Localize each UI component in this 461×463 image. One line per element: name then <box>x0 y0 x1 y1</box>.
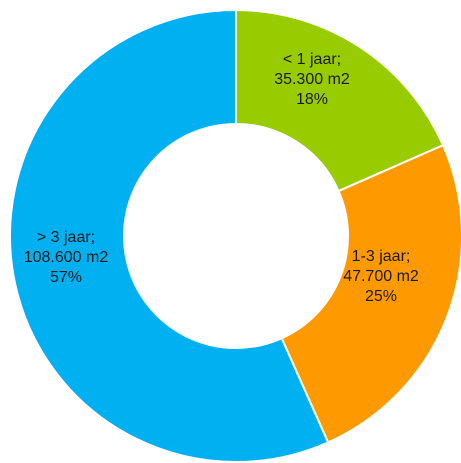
slice-label-line: 18% <box>296 91 328 108</box>
slice-label-line: 108.600 m2 <box>24 249 109 266</box>
donut-slice-2 <box>9 8 330 463</box>
slice-label-2: > 3 jaar; 108.600 m2 57% <box>24 229 109 286</box>
slice-label-1: 1-3 jaar; 47.700 m2 25% <box>343 248 419 305</box>
slice-label-0: < 1 jaar; 35.300 m2 18% <box>274 51 350 108</box>
slice-label-line: 25% <box>365 288 397 305</box>
slice-label-line: 1-3 jaar; <box>352 248 411 265</box>
slice-label-line: 35.300 m2 <box>274 71 350 88</box>
slice-label-line: > 3 jaar; <box>37 229 95 246</box>
donut-slice-0 <box>235 8 445 193</box>
slice-label-line: 57% <box>50 269 82 286</box>
slice-label-line: 47.700 m2 <box>343 268 419 285</box>
donut-slice-1 <box>280 143 461 444</box>
slice-label-line: < 1 jaar; <box>283 51 341 68</box>
